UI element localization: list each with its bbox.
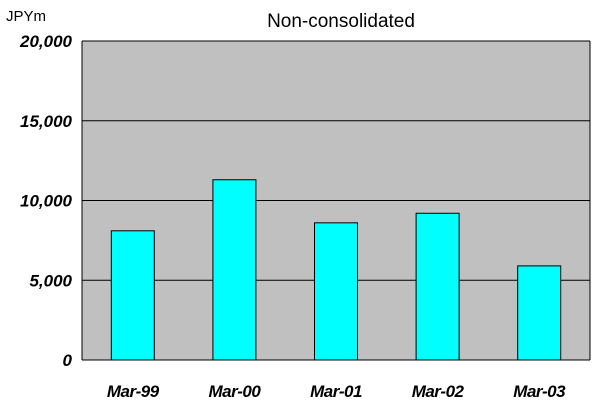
y-tick-label: 5,000 — [29, 271, 72, 290]
chart-title: Non-consolidated — [267, 11, 415, 32]
y-tick-label: 10,000 — [20, 192, 73, 211]
bar — [517, 265, 562, 361]
bar — [110, 230, 155, 361]
x-tick-label: Mar-01 — [310, 382, 362, 401]
y-unit-label: JPYm — [6, 8, 46, 25]
x-tick-label: Mar-00 — [208, 382, 261, 401]
bar — [415, 212, 460, 361]
bar — [314, 222, 358, 361]
axes — [81, 40, 591, 361]
y-tick-label: 0 — [63, 351, 73, 370]
y-axis-ticks: 0 5,000 10,000 15,000 20,000 — [19, 32, 73, 370]
bars — [110, 179, 562, 361]
x-axis-ticks: Mar-99 Mar-00 Mar-01 Mar-02 Mar-03 — [107, 382, 567, 401]
y-tick-label: 15,000 — [20, 112, 73, 131]
bar — [212, 179, 257, 361]
x-tick-label: Mar-03 — [513, 382, 566, 401]
x-tick-label: Mar-99 — [107, 382, 160, 401]
y-tick-label: 20,000 — [19, 32, 73, 51]
x-tick-label: Mar-02 — [412, 382, 465, 401]
